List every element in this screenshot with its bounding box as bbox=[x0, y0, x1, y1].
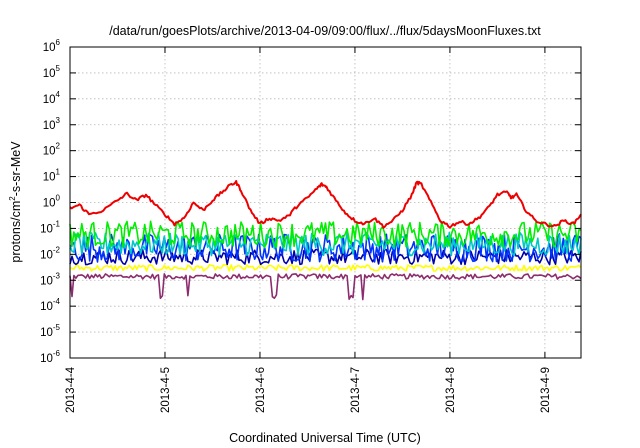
y-tick-exponent: 2 bbox=[56, 142, 61, 151]
y-tick-base: 10 bbox=[40, 353, 53, 365]
x-axis-label: Coordinated Universal Time (UTC) bbox=[229, 431, 421, 445]
y-tick-label: 10-2 bbox=[40, 245, 60, 261]
x-tick-label: 2013-4-9 bbox=[540, 367, 552, 413]
y-axis-label-rest: -s-sr-MeV bbox=[9, 141, 23, 197]
y-tick-base: 10 bbox=[43, 42, 56, 54]
x-tick-label: 2013-4-4 bbox=[65, 366, 77, 413]
grid-lines bbox=[70, 47, 581, 358]
y-tick-label: 103 bbox=[43, 116, 61, 132]
y-tick-base: 10 bbox=[40, 275, 53, 287]
y-tick-exponent: -2 bbox=[53, 245, 61, 254]
series-line bbox=[69, 220, 582, 248]
y-tick-base: 10 bbox=[40, 249, 53, 261]
y-tick-label: 104 bbox=[43, 90, 61, 106]
series-line bbox=[69, 263, 582, 272]
x-tick-label: 2013-4-7 bbox=[350, 367, 362, 413]
y-tick-label: 106 bbox=[43, 38, 61, 54]
y-tick-label: 101 bbox=[43, 168, 61, 184]
y-tick-base: 10 bbox=[43, 94, 56, 106]
y-tick-base: 10 bbox=[43, 172, 56, 184]
y-axis-label-main: protons/cm bbox=[9, 201, 23, 263]
y-tick-label: 102 bbox=[43, 142, 61, 158]
chart-title: /data/run/goesPlots/archive/2013-04-09/0… bbox=[109, 24, 541, 38]
y-tick-base: 10 bbox=[40, 223, 53, 235]
y-tick-exponent: 5 bbox=[56, 64, 61, 73]
y-tick-label: 10-4 bbox=[40, 297, 60, 313]
y-axis-label: protons/cm2-s-sr-MeV bbox=[8, 141, 23, 263]
series-layer bbox=[69, 180, 582, 301]
y-tick-base: 10 bbox=[40, 327, 53, 339]
y-tick-base: 10 bbox=[40, 301, 53, 313]
y-tick-label: 10-3 bbox=[40, 271, 60, 287]
y-tick-label: 105 bbox=[43, 64, 61, 80]
y-axis-label-sup: 2 bbox=[8, 196, 17, 201]
y-tick-base: 10 bbox=[43, 68, 56, 80]
series-line-red bbox=[69, 180, 582, 229]
x-axis: 2013-4-4 2013-4-5 2013-4-6 2013-4-7 2013-4-8… bbox=[65, 47, 552, 413]
y-axis: 10610510410310210110010-110-210-310-410-… bbox=[40, 38, 581, 365]
y-tick-label: 10-5 bbox=[40, 323, 60, 339]
y-tick-exponent: -6 bbox=[53, 349, 61, 358]
x-tick-label: 2013-4-8 bbox=[445, 367, 457, 413]
y-tick-label: 100 bbox=[43, 194, 61, 210]
y-tick-exponent: 0 bbox=[56, 194, 61, 203]
x-tick-label: 2013-4-6 bbox=[255, 367, 267, 413]
series-line bbox=[69, 233, 582, 263]
series-line bbox=[69, 231, 582, 257]
y-tick-exponent: 4 bbox=[56, 90, 61, 99]
y-tick-exponent: -5 bbox=[53, 323, 61, 332]
y-tick-base: 10 bbox=[43, 120, 56, 132]
y-tick-exponent: -4 bbox=[53, 297, 61, 306]
y-tick-exponent: -3 bbox=[53, 271, 61, 280]
y-tick-base: 10 bbox=[43, 146, 56, 158]
y-tick-exponent: 1 bbox=[56, 168, 61, 177]
y-tick-base: 10 bbox=[43, 198, 56, 210]
x-tick-label: 2013-4-5 bbox=[160, 367, 172, 413]
y-tick-exponent: 3 bbox=[56, 116, 61, 125]
y-tick-exponent: -1 bbox=[53, 219, 61, 228]
y-tick-label: 10-1 bbox=[40, 219, 60, 235]
y-tick-label: 10-6 bbox=[40, 349, 60, 365]
y-tick-exponent: 6 bbox=[56, 38, 61, 47]
series-line bbox=[69, 273, 582, 301]
